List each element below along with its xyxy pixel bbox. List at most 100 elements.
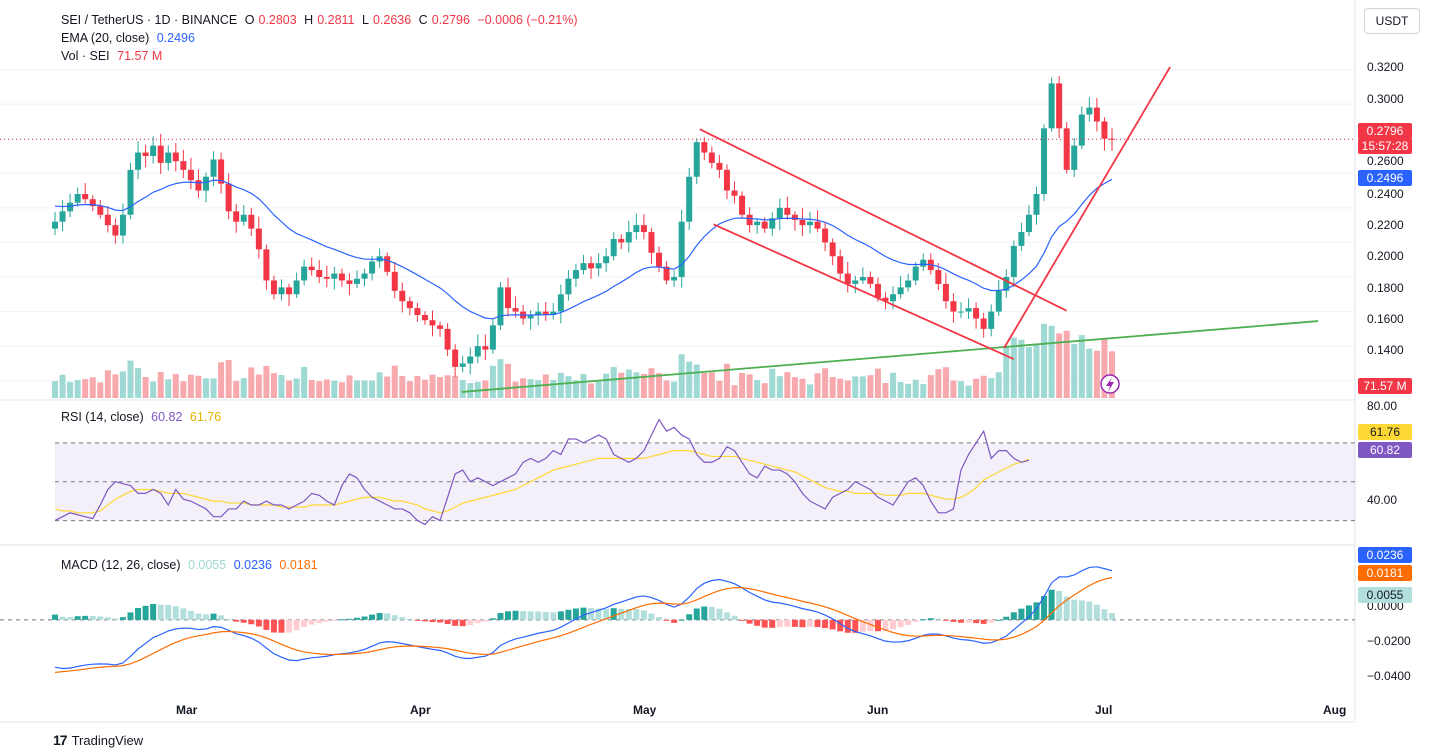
candle-body bbox=[1010, 245, 1017, 277]
volume-bar bbox=[844, 380, 851, 398]
volume-bar bbox=[1041, 323, 1048, 398]
candle-body bbox=[663, 266, 670, 281]
volume-bar bbox=[218, 362, 225, 398]
candle-body bbox=[739, 195, 746, 215]
candle-body bbox=[467, 356, 474, 364]
macd-histogram-bar bbox=[467, 619, 474, 626]
ema-line bbox=[54, 178, 1113, 320]
volume-bar bbox=[361, 380, 368, 398]
macd-signal-line bbox=[54, 576, 1113, 674]
candle-body bbox=[542, 311, 549, 316]
price-tick: 0.1800 bbox=[1367, 281, 1404, 295]
macd-histogram-bar bbox=[852, 619, 859, 633]
candle-body bbox=[218, 159, 225, 184]
macd-histogram-bar bbox=[474, 619, 481, 624]
volume-bar bbox=[74, 380, 81, 398]
macd-histogram-bar bbox=[459, 619, 466, 627]
macd-histogram-bar bbox=[157, 604, 164, 620]
currency-button[interactable]: USDT bbox=[1364, 8, 1420, 34]
macd-histogram-bar bbox=[406, 618, 413, 620]
volume-bar bbox=[119, 371, 126, 398]
price-tick: 0.3000 bbox=[1367, 92, 1404, 106]
macd-histogram-bar bbox=[414, 619, 421, 621]
macd-histogram-bar bbox=[731, 615, 738, 620]
volume-bar bbox=[754, 380, 761, 398]
volume-bar bbox=[346, 375, 353, 398]
macd-histogram-bar bbox=[829, 619, 836, 630]
macd-histogram-bar bbox=[278, 619, 285, 633]
volume-bar bbox=[890, 372, 897, 398]
candle-body bbox=[829, 242, 836, 257]
volume-bar bbox=[1078, 335, 1085, 398]
last-price-tag: 0.2796 bbox=[1358, 123, 1412, 139]
macd-histogram-bar bbox=[791, 619, 798, 627]
macd-hist-tag: 0.0055 bbox=[1358, 587, 1412, 603]
candle-body bbox=[444, 328, 451, 350]
low-value: 0.2636 bbox=[372, 13, 412, 27]
macd-histogram-bar bbox=[769, 619, 776, 628]
symbol-label[interactable]: SEI / TetherUS · 1D · BINANCE bbox=[61, 13, 238, 27]
macd-histogram-bar bbox=[52, 614, 58, 620]
candle-body bbox=[701, 142, 708, 153]
rsi-legend[interactable]: RSI (14, close) 60.82 61.76 bbox=[61, 410, 225, 424]
candle-body bbox=[429, 320, 436, 326]
volume-bar bbox=[301, 367, 308, 398]
volume-bar bbox=[731, 385, 738, 398]
candle-body bbox=[822, 228, 829, 243]
rsi-ma-line bbox=[54, 450, 1030, 514]
volume-bar bbox=[67, 381, 74, 398]
macd-histogram-bar bbox=[97, 616, 104, 620]
volume-bar bbox=[686, 361, 693, 398]
candle-body bbox=[731, 190, 738, 196]
volume-bar bbox=[988, 378, 995, 398]
volume-bar bbox=[369, 380, 376, 398]
volume-bar bbox=[323, 379, 330, 398]
macd-histogram-bar bbox=[225, 618, 232, 620]
macd-histogram-bar bbox=[323, 619, 330, 622]
high-value: 0.2811 bbox=[317, 13, 355, 27]
price-tick: 0.2400 bbox=[1367, 187, 1404, 201]
tradingview-logo[interactable]: 17 TradingView bbox=[53, 732, 143, 748]
candle-body bbox=[671, 277, 678, 281]
candle-body bbox=[716, 162, 723, 170]
macd-histogram-bar bbox=[890, 619, 897, 630]
macd-histogram-bar bbox=[920, 619, 927, 621]
macd-histogram-bar bbox=[716, 608, 723, 620]
volume-bar bbox=[157, 372, 164, 398]
candle-body bbox=[723, 169, 730, 191]
support-trendline bbox=[461, 320, 1319, 393]
candle-body bbox=[127, 169, 134, 215]
candle-body bbox=[384, 256, 391, 272]
macd-legend[interactable]: MACD (12, 26, close) 0.0055 0.0236 0.018… bbox=[61, 558, 322, 572]
volume-bar bbox=[905, 383, 912, 398]
candle-body bbox=[980, 318, 987, 329]
volume-bar bbox=[1101, 338, 1108, 398]
macd-histogram-bar bbox=[701, 606, 708, 620]
candle-body bbox=[995, 290, 1002, 312]
candle-body bbox=[82, 194, 89, 200]
macd-histogram-bar bbox=[844, 619, 851, 633]
candle-body bbox=[1071, 145, 1078, 170]
candle-body bbox=[346, 280, 353, 284]
macd-histogram-bar bbox=[580, 607, 587, 620]
volume-bar bbox=[882, 382, 889, 398]
ema-legend[interactable]: EMA (20, close) 0.2496 bbox=[61, 31, 199, 45]
candle-body bbox=[867, 277, 874, 284]
ema-price-tag: 0.2496 bbox=[1358, 170, 1412, 186]
candle-body bbox=[233, 211, 240, 222]
macd-histogram-bar bbox=[293, 619, 300, 631]
macd-line-tag: 0.0236 bbox=[1358, 547, 1412, 563]
volume-bar bbox=[414, 375, 421, 398]
macd-histogram-bar bbox=[988, 619, 995, 623]
volume-legend[interactable]: Vol · SEI 71.57 M bbox=[61, 49, 166, 63]
macd-histogram-bar bbox=[1041, 596, 1048, 620]
macd-histogram-bar bbox=[354, 617, 360, 620]
volume-bar bbox=[165, 379, 172, 398]
high-label: H bbox=[304, 13, 314, 27]
candle-body bbox=[489, 325, 496, 350]
candle-body bbox=[195, 180, 202, 191]
candle-body bbox=[308, 266, 315, 271]
candle-body bbox=[852, 280, 859, 284]
macd-histogram-bar bbox=[520, 611, 527, 620]
